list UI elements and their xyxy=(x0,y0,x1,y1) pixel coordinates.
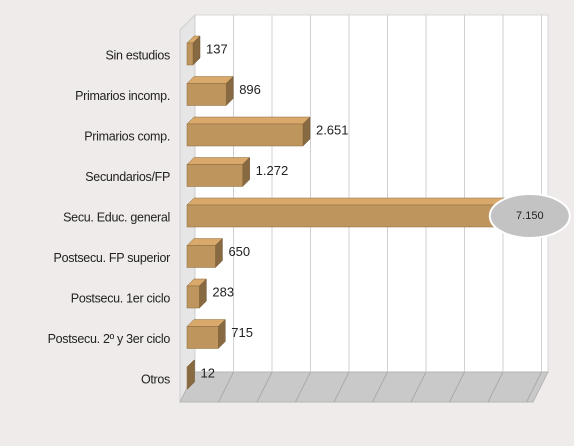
value-label: 2.651 xyxy=(316,122,349,137)
value-callout xyxy=(488,193,571,239)
category-label: Sin estudios xyxy=(106,48,171,62)
category-label: Secu. Educ. general xyxy=(63,210,170,224)
category-label: Postsecu. 2º y 3er ciclo xyxy=(48,332,171,346)
floor-line xyxy=(449,371,465,403)
category-label: Primarios incomp. xyxy=(75,89,170,103)
bar xyxy=(186,285,200,309)
value-label: 715 xyxy=(231,325,253,340)
category-label: Primarios comp. xyxy=(84,129,170,143)
floor-line xyxy=(372,371,388,403)
bar-top xyxy=(186,116,311,125)
category-label: Postsecu. 1er ciclo xyxy=(71,291,171,305)
back-wall xyxy=(194,14,549,373)
floor-line xyxy=(256,371,273,403)
bar-top xyxy=(186,157,251,165)
category-label: Postsecu. FP superior xyxy=(54,251,171,265)
bar xyxy=(186,366,188,390)
floor-line xyxy=(218,371,234,403)
bar xyxy=(186,83,227,106)
floor-line xyxy=(333,371,350,403)
value-label: 7.150 xyxy=(516,210,544,222)
floor-line xyxy=(295,371,311,403)
bar xyxy=(186,164,243,187)
bar-top xyxy=(186,76,234,84)
value-label: 12 xyxy=(201,365,215,380)
value-label: 650 xyxy=(228,244,250,259)
floor-line xyxy=(410,371,427,403)
value-label: 283 xyxy=(212,284,234,299)
category-label: Secundarios/FP xyxy=(85,170,170,184)
value-label: 896 xyxy=(239,82,261,97)
bar xyxy=(186,42,194,66)
category-label: Otros xyxy=(141,372,170,386)
bar-top xyxy=(186,197,508,206)
floor-line xyxy=(526,371,542,403)
bar xyxy=(186,245,216,268)
floor xyxy=(179,371,549,403)
bar xyxy=(186,326,219,349)
value-label: 137 xyxy=(206,41,228,56)
bars: Sin estudios 137 Primarios incomp. 896 Prima… xyxy=(48,35,571,390)
bar xyxy=(186,123,304,147)
value-label: 1.272 xyxy=(256,163,289,178)
grid xyxy=(218,15,542,403)
bar xyxy=(186,204,501,228)
floor-line xyxy=(487,371,504,403)
